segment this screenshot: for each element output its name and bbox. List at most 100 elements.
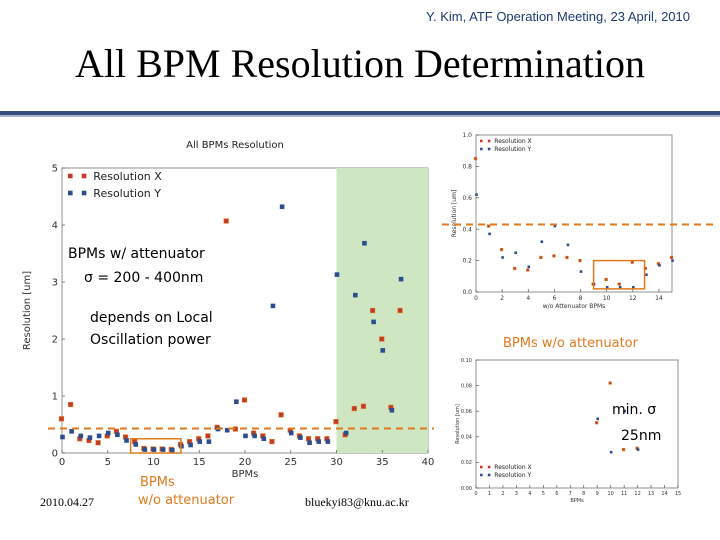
- main-point-x: [333, 419, 339, 425]
- title-rule: [0, 108, 720, 118]
- top-right-x-tick-label: 4: [526, 295, 530, 302]
- min-sigma-label: min. σ: [612, 402, 657, 418]
- main-point-x: [379, 336, 385, 342]
- top-right-point-y: [618, 285, 622, 289]
- bottom-right-x-tick-label: 15: [675, 491, 681, 497]
- main-point-x: [351, 405, 357, 412]
- main-point-x: [205, 433, 211, 439]
- top-right-point-y: [671, 259, 674, 262]
- top-right-point-y: [605, 285, 609, 289]
- top-right-legend-label: Resolution X: [494, 138, 531, 145]
- top-right-point-y: [488, 232, 491, 236]
- main-y-tick-label: 1: [52, 392, 58, 403]
- main-point-y: [151, 447, 157, 452]
- bottom-right-point-x: [595, 421, 599, 425]
- main-point-x: [68, 401, 74, 408]
- main-y-tick-label: 5: [52, 164, 58, 175]
- bottom-right-y-tick-label: 0.02: [461, 460, 472, 466]
- main-point-y: [197, 439, 203, 444]
- attenuator-sigma-label: σ = 200 - 400nm: [84, 270, 204, 286]
- top-right-point-y: [527, 265, 531, 269]
- main-legend-marker: [68, 190, 73, 196]
- bottom-right-x-tick-label: 5: [542, 491, 545, 497]
- top-right-plot-frame: [475, 134, 673, 293]
- main-point-x: [58, 416, 65, 422]
- bottom-right-y-tick-label: 0.04: [461, 435, 472, 441]
- main-point-y: [142, 447, 148, 452]
- bottom-right-x-tick-label: 8: [582, 491, 585, 497]
- top-right-y-tick-label: 0.2: [462, 258, 472, 265]
- bottom-right-y-tick-label: 0.00: [461, 486, 472, 492]
- top-right-point-x: [552, 254, 556, 258]
- main-point-y: [105, 430, 111, 436]
- top-right-x-axis-label: w/o Attenuator BPMs: [543, 303, 606, 310]
- bottom-right-y-tick-label: 0.10: [461, 358, 472, 364]
- main-point-y: [380, 348, 386, 353]
- attenuator-label: BPMs w/ attenuator: [68, 246, 205, 262]
- main-legend-marker: [81, 173, 87, 179]
- top-right-point-y: [553, 224, 557, 228]
- main-x-tick-label: 15: [193, 457, 206, 468]
- bottom-right-legend-marker: [487, 473, 491, 477]
- bottom-right-x-tick-label: 11: [621, 491, 627, 497]
- top-right-point-x: [539, 255, 543, 260]
- main-point-y: [87, 435, 93, 440]
- top-right-point-x: [565, 255, 569, 260]
- main-point-y: [279, 204, 285, 210]
- bottom-right-plot-frame: [475, 359, 679, 489]
- bottom-right-x-tick-label: 1: [488, 491, 491, 497]
- main-point-x: [269, 438, 275, 445]
- main-point-x: [369, 307, 376, 314]
- bottom-right-x-tick-label: 6: [555, 491, 558, 497]
- main-point-y: [60, 434, 65, 440]
- main-x-tick-label: 10: [147, 457, 160, 468]
- top-right-y-tick-label: 0.6: [462, 195, 472, 202]
- main-point-x: [360, 403, 367, 409]
- main-legend-label: Resolution Y: [93, 187, 161, 200]
- top-right-point-x: [473, 156, 478, 161]
- bottom-right-point-y: [609, 450, 613, 454]
- dependency-label: depends on Local: [90, 310, 213, 326]
- top-right-x-tick-label: 10: [603, 295, 611, 302]
- top-right-point-x: [617, 282, 621, 286]
- no-attenuator-label-2: w/o attenuator: [138, 493, 235, 508]
- main-x-tick-label: 35: [376, 457, 389, 468]
- main-point-y: [353, 292, 358, 298]
- main-point-y: [96, 433, 102, 439]
- bottom-right-x-tick-label: 7: [569, 491, 572, 497]
- top-right-legend-marker: [480, 139, 483, 143]
- main-x-tick-label: 40: [422, 457, 435, 468]
- bottom-right-point-y: [636, 448, 640, 451]
- bottom-right-legend-label: Resolution Y: [494, 472, 531, 479]
- main-point-y: [307, 440, 312, 446]
- main-point-x: [278, 412, 284, 418]
- main-legend-marker: [68, 173, 73, 179]
- top-right-legend-marker: [480, 147, 483, 151]
- main-y-tick-label: 3: [52, 278, 58, 289]
- right-no-attenuator-label: BPMs w/o attenuator: [503, 336, 638, 351]
- main-point-y: [69, 429, 74, 434]
- top-right-point-y: [514, 251, 517, 255]
- bottom-right-legend-marker: [480, 473, 483, 477]
- main-chart-title: All BPMs Resolution: [186, 140, 284, 151]
- main-x-tick-label: 20: [239, 457, 252, 468]
- main-x-axis-label: BPMs: [232, 469, 259, 480]
- main-point-y: [124, 438, 129, 443]
- top-right-point-y: [566, 243, 570, 247]
- top-right-x-tick-label: 8: [579, 295, 583, 302]
- top-right-point-x: [604, 277, 608, 282]
- bottom-right-x-tick-label: 2: [501, 491, 504, 497]
- bottom-right-point-y: [623, 409, 626, 413]
- bottom-right-x-tick-label: 3: [515, 491, 518, 497]
- top-right-point-y: [540, 240, 544, 244]
- main-point-x: [397, 307, 403, 314]
- top-right-point-y: [645, 273, 648, 277]
- top-right-point-x: [526, 268, 530, 272]
- main-point-y: [362, 240, 367, 246]
- main-x-tick-label: 5: [105, 457, 111, 468]
- bottom-right-legend-label: Resolution X: [494, 464, 531, 471]
- main-point-y: [343, 430, 349, 436]
- top-right-y-tick-label: 0.0: [462, 289, 472, 296]
- main-point-y: [398, 276, 404, 282]
